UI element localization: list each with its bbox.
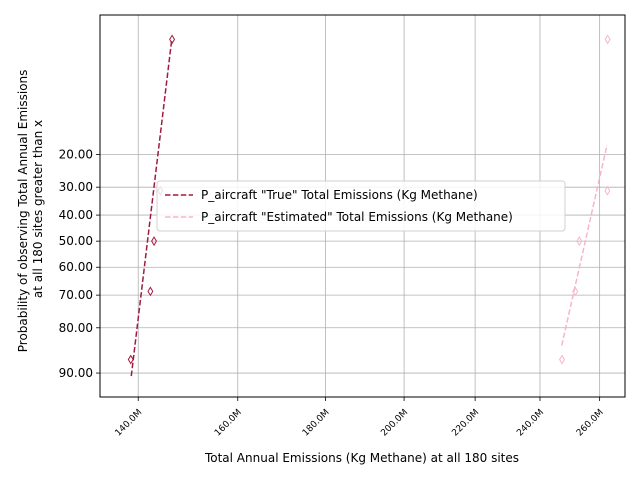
data-point-series-2 <box>604 34 611 45</box>
y-axis-label-line-2: at all 180 sites greater than x <box>31 120 45 298</box>
x-tick-label: 140.0M <box>114 408 145 439</box>
y-tick-label: 30.00 <box>59 180 93 194</box>
fit-lines <box>130 41 608 377</box>
y-tick-label: 90.00 <box>59 366 93 380</box>
x-tick-label: 180.0M <box>301 408 332 439</box>
y-tick-label: 60.00 <box>59 260 93 274</box>
x-tick-label: 160.0M <box>213 408 244 439</box>
y-axis-label: Probability of observing Total Annual Em… <box>16 66 45 352</box>
x-axis-label: Total Annual Emissions (Kg Methane) at a… <box>204 451 519 465</box>
y-axis-ticks: 20.00 30.00 40.00 50.00 60.00 70.00 80.00 90.00 <box>59 148 100 380</box>
x-tick-label: 200.0M <box>379 408 410 439</box>
x-axis-ticks: 140.0M 160.0M 180.0M 200.0M 220.0M 240.0M 260.… <box>114 397 606 438</box>
data-point-series-2 <box>604 185 611 196</box>
y-tick-label: 50.00 <box>59 234 93 248</box>
data-point-series-1 <box>169 34 176 45</box>
legend-label-series-2: P_aircraft "Estimated" Total Emissions (… <box>201 210 513 224</box>
fit-line-series-2 <box>560 144 608 346</box>
data-point-series-2 <box>559 354 565 365</box>
y-axis-label-line-1: Probability of observing Total Annual Em… <box>16 70 30 353</box>
legend-label-series-1: P_aircraft "True" Total Emissions (Kg Me… <box>201 188 478 202</box>
x-tick-label: 260.0M <box>575 408 606 439</box>
data-point-series-1 <box>151 236 158 247</box>
x-tick-label: 220.0M <box>450 408 481 439</box>
data-point-series-1 <box>147 286 154 297</box>
legend: P_aircraft "True" Total Emissions (Kg Me… <box>156 180 566 232</box>
data-point-series-2 <box>576 236 583 247</box>
plot-frame <box>99 14 626 398</box>
fit-line-series-1 <box>130 41 173 377</box>
y-tick-label: 70.00 <box>59 288 93 302</box>
y-tick-label: 40.00 <box>59 208 93 222</box>
x-tick-label: 240.0M <box>515 408 546 439</box>
data-point-series-1 <box>127 354 134 365</box>
data-point-series-2 <box>572 286 579 297</box>
legend-box <box>156 180 566 232</box>
y-tick-label: 20.00 <box>59 148 93 162</box>
y-tick-label: 80.00 <box>59 321 93 335</box>
